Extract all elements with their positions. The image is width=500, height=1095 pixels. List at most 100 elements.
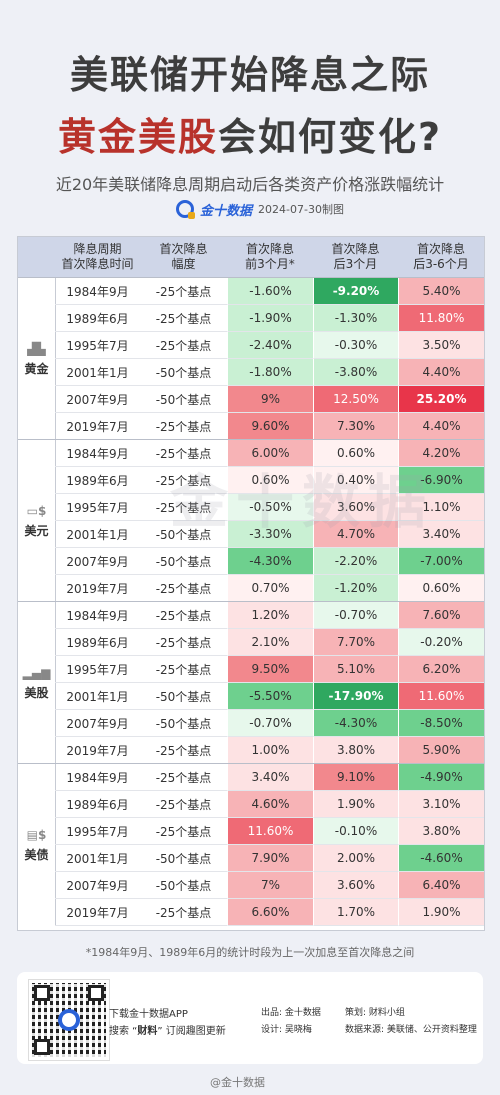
change-cell: 1.00% <box>227 737 313 764</box>
change-cell: -2.20% <box>313 548 398 575</box>
change-cell: 0.40% <box>313 467 398 494</box>
change-cell: 3.80% <box>313 737 398 764</box>
weibo-handle: @金十数据 <box>210 1076 265 1089</box>
change-cell: 6.00% <box>227 440 313 467</box>
change-cell: -6.90% <box>398 467 484 494</box>
change-cell: 4.20% <box>398 440 484 467</box>
table-header: 降息周期 首次降息时间 首次降息 幅度 首次降息 前3个月* 首次降息 后3个月 首次降… <box>18 237 484 277</box>
change-cell: 3.60% <box>313 494 398 521</box>
table-row: 2001年1月 -50个基点 -3.30% 4.70% 3.40% <box>55 521 484 548</box>
table-row: 2001年1月 -50个基点 -1.80% -3.80% 4.40% <box>55 359 484 386</box>
change-cell: -2.40% <box>227 332 313 359</box>
change-cell: 7.30% <box>313 413 398 440</box>
change-cell: 5.90% <box>398 737 484 764</box>
cut-date-cell: 2001年1月 <box>55 845 140 872</box>
column-header: 首次降息 幅度 <box>159 242 208 271</box>
table-row: 2001年1月 -50个基点 7.90% 2.00% -4.60% <box>55 845 484 872</box>
cut-date-cell: 1989年6月 <box>55 629 140 656</box>
cut-size-cell: -25个基点 <box>140 440 227 467</box>
change-cell: 3.10% <box>398 791 484 818</box>
cut-date-cell: 1989年6月 <box>55 305 140 332</box>
search-text: 搜索 “财料” 订阅趣图更新 <box>109 1022 226 1037</box>
bond-icon: ▤$ <box>26 827 47 842</box>
change-cell: 3.60% <box>313 872 398 899</box>
qr-finder-icon <box>88 985 104 1001</box>
search-keyword: 财料 <box>137 1026 158 1037</box>
chart-date: 2024-07-30制图 <box>258 203 344 216</box>
cut-size-cell: -25个基点 <box>140 602 227 629</box>
title-rest: 会如何变化? <box>217 115 443 159</box>
cut-size-cell: -25个基点 <box>140 494 227 521</box>
change-cell: 4.40% <box>398 413 484 440</box>
publisher-credit: 出品: 金十数据 <box>261 1008 321 1018</box>
table-row: 1995年7月 -25个基点 9.50% 5.10% 6.20% <box>55 656 484 683</box>
cut-size-cell: -25个基点 <box>140 332 227 359</box>
table-row: 1989年6月 -25个基点 -1.90% -1.30% 11.80% <box>55 305 484 332</box>
change-cell: 1.90% <box>398 899 484 926</box>
table-row: 1995年7月 -25个基点 -2.40% -0.30% 3.50% <box>55 332 484 359</box>
change-cell: 9.60% <box>227 413 313 440</box>
change-cell: 9.50% <box>227 656 313 683</box>
cut-size-cell: -25个基点 <box>140 656 227 683</box>
asset-group: ▂▄▆ 美股 1984年9月 -25个基点 1.20% -0.70% 7.60% 1989年6… <box>18 601 484 764</box>
cut-size-cell: -25个基点 <box>140 575 227 602</box>
change-cell: -4.30% <box>227 548 313 575</box>
asset-group: ▭$ 美元 1984年9月 -25个基点 6.00% 0.60% 4.20% 1989年6月 -… <box>18 439 484 602</box>
table-row: 2019年7月 -25个基点 1.00% 3.80% 5.90% <box>55 737 484 764</box>
change-cell: 0.70% <box>227 575 313 602</box>
table-row: 1989年6月 -25个基点 4.60% 1.90% 3.10% <box>55 791 484 818</box>
cut-date-cell: 2007年9月 <box>55 872 140 899</box>
data-table: 降息周期 首次降息时间 首次降息 幅度 首次降息 前3个月* 首次降息 后3个月 首次降… <box>17 236 485 931</box>
cut-size-cell: -50个基点 <box>140 521 227 548</box>
change-cell: 7% <box>227 872 313 899</box>
change-cell: -8.50% <box>398 710 484 737</box>
cut-date-cell: 1989年6月 <box>55 791 140 818</box>
change-cell: -1.90% <box>227 305 313 332</box>
change-cell: -0.30% <box>313 332 398 359</box>
change-cell: 5.40% <box>398 278 484 305</box>
cut-date-cell: 2019年7月 <box>55 899 140 926</box>
change-cell: 4.70% <box>313 521 398 548</box>
change-cell: 1.20% <box>227 602 313 629</box>
change-cell: -0.70% <box>227 710 313 737</box>
change-cell: 0.60% <box>227 467 313 494</box>
change-cell: -0.20% <box>398 629 484 656</box>
table-row: 2007年9月 -50个基点 9% 12.50% 25.20% <box>55 386 484 413</box>
cut-size-cell: -50个基点 <box>140 359 227 386</box>
table-row: 2019年7月 -25个基点 9.60% 7.30% 4.40% <box>55 413 484 440</box>
jin10-logo-icon <box>176 200 195 219</box>
change-cell: 3.40% <box>227 764 313 791</box>
change-cell: 2.00% <box>313 845 398 872</box>
cut-size-cell: -25个基点 <box>140 764 227 791</box>
cut-date-cell: 1984年9月 <box>55 602 140 629</box>
change-cell: 0.60% <box>398 575 484 602</box>
change-cell: 3.50% <box>398 332 484 359</box>
asset-label: ▤$ 美债 <box>18 764 56 926</box>
table-row: 2007年9月 -50个基点 -4.30% -2.20% -7.00% <box>55 548 484 575</box>
cut-date-cell: 1995年7月 <box>55 656 140 683</box>
change-cell: 25.20% <box>398 386 484 413</box>
asset-name: 黄金 <box>24 361 49 376</box>
column-header: 首次降息 前3个月* <box>245 242 295 271</box>
qr-code[interactable] <box>28 979 110 1061</box>
asset-name: 美元 <box>24 523 49 538</box>
change-cell: 11.60% <box>227 818 313 845</box>
search-suffix: ” 订阅趣图更新 <box>157 1026 226 1037</box>
cut-size-cell: -50个基点 <box>140 548 227 575</box>
change-cell: 11.80% <box>398 305 484 332</box>
change-cell: 0.60% <box>313 440 398 467</box>
gold-bars-icon: ▟▙ <box>27 341 46 356</box>
qr-logo-icon <box>58 1009 80 1031</box>
change-cell: 4.60% <box>227 791 313 818</box>
change-cell: -1.30% <box>313 305 398 332</box>
brand-line: 金十数据 2024-07-30制图 <box>176 199 344 219</box>
asset-group: ▤$ 美债 1984年9月 -25个基点 3.40% 9.10% -4.90% 1989年6月… <box>18 763 484 926</box>
cut-date-cell: 1984年9月 <box>55 764 140 791</box>
change-cell: 5.10% <box>313 656 398 683</box>
cut-date-cell: 2019年7月 <box>55 737 140 764</box>
asset-label: ▟▙ 黄金 <box>18 278 56 440</box>
table-row: 2019年7月 -25个基点 6.60% 1.70% 1.90% <box>55 899 484 926</box>
cut-date-cell: 1995年7月 <box>55 332 140 359</box>
change-cell: -0.50% <box>227 494 313 521</box>
change-cell: -4.60% <box>398 845 484 872</box>
